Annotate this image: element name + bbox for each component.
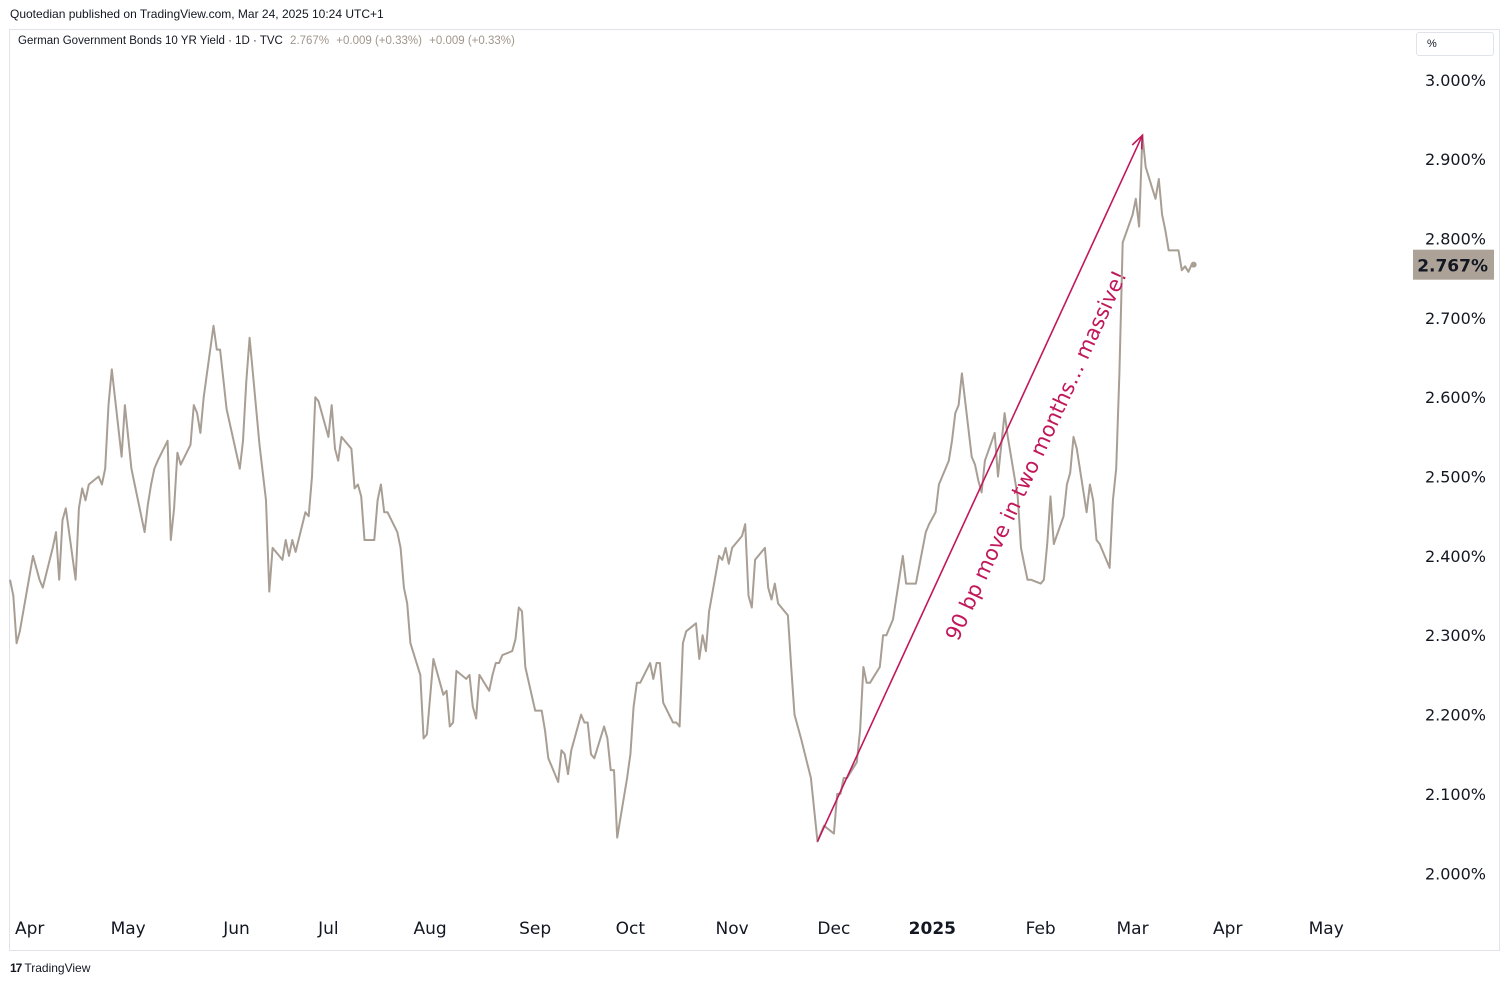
legend-change: +0.009 (+0.33%) — [336, 35, 422, 47]
y-tick-label: 2.100% — [1425, 785, 1486, 804]
y-tick-label: 2.000% — [1425, 864, 1486, 883]
x-tick-label: Aug — [414, 919, 447, 939]
x-tick-label: May — [1309, 919, 1344, 939]
last-point-marker — [1190, 261, 1197, 268]
y-tick-label: 2.700% — [1425, 309, 1486, 328]
legend-change-pct: +0.009 (+0.33%) — [429, 35, 515, 47]
annotation-arrow-line — [816, 135, 1144, 842]
tradingview-logo-icon: 17 — [10, 961, 22, 975]
y-tick-label: 2.600% — [1425, 388, 1486, 407]
x-tick-label: Nov — [716, 919, 749, 939]
y-tick-label: 2.800% — [1425, 229, 1486, 248]
x-tick-label: Apr — [15, 919, 44, 939]
x-tick-label: May — [111, 919, 146, 939]
y-tick-label: 3.000% — [1425, 71, 1486, 90]
x-tick-label: Mar — [1117, 919, 1149, 939]
annotation-arrowhead — [1131, 133, 1144, 150]
last-price-label-bg — [1413, 249, 1494, 280]
legend-symbol: German Government Bonds 10 YR Yield · 1D… — [18, 35, 283, 47]
annotation-text: 90 bp move in two months… massive! — [941, 267, 1132, 644]
last-price-label: 2.767% — [1417, 257, 1488, 277]
x-tick-label: Feb — [1026, 919, 1056, 939]
x-tick-label: Sep — [519, 919, 551, 939]
publish-header: Quotedian published on TradingView.com, … — [10, 7, 384, 21]
x-tick-label: 2025 — [909, 919, 956, 939]
series-legend[interactable]: German Government Bonds 10 YR Yield · 1D… — [18, 35, 515, 47]
yield-line — [9, 134, 1193, 843]
y-tick-label: 2.300% — [1425, 626, 1486, 645]
y-tick-label: 2.900% — [1425, 150, 1486, 169]
y-tick-label: 2.200% — [1425, 706, 1486, 725]
y-tick-label: 2.500% — [1425, 468, 1486, 487]
x-tick-label: Jul — [317, 919, 339, 939]
y-tick-label: 2.400% — [1425, 547, 1486, 566]
chart-frame — [9, 29, 1500, 951]
x-tick-label: Oct — [616, 919, 646, 939]
unit-selector[interactable]: % — [1416, 32, 1494, 56]
tradingview-logo-text: TradingView — [24, 961, 91, 975]
x-tick-label: Dec — [817, 919, 850, 939]
x-tick-label: Apr — [1213, 919, 1242, 939]
x-tick-label: Jun — [222, 919, 250, 939]
tradingview-footer[interactable]: 17 TradingView — [10, 961, 90, 975]
legend-last-value: 2.767% — [290, 35, 330, 47]
